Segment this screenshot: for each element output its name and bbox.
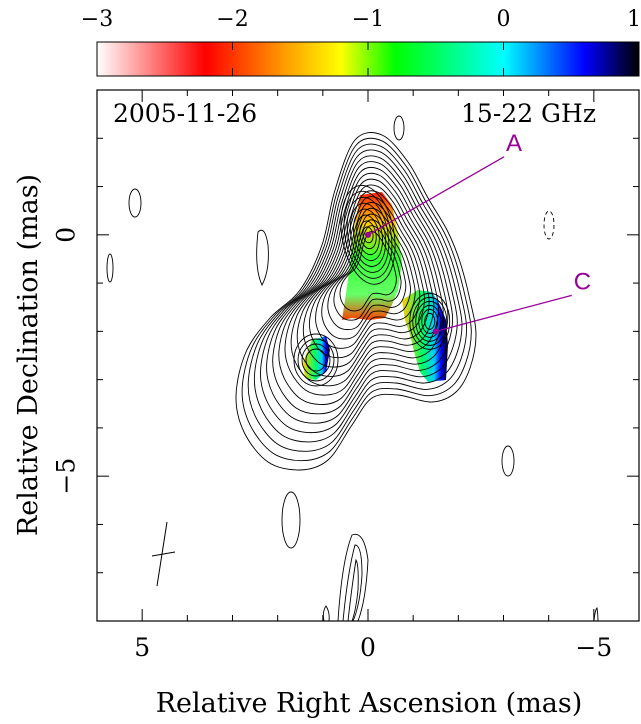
isolated-contour bbox=[281, 491, 301, 549]
contour-level bbox=[266, 161, 454, 424]
contour-level bbox=[308, 202, 421, 359]
component-marker-a bbox=[365, 231, 371, 238]
edge-contour bbox=[593, 607, 599, 621]
contour-level bbox=[315, 207, 416, 349]
contour-level bbox=[346, 196, 390, 273]
isolated-contour bbox=[501, 445, 515, 477]
contour-level bbox=[301, 343, 331, 377]
contour-level bbox=[296, 190, 430, 377]
contour-level bbox=[305, 348, 327, 372]
component-label-c: C bbox=[574, 268, 591, 295]
contour-level bbox=[340, 184, 396, 285]
contour-level bbox=[302, 196, 425, 368]
contour-level bbox=[356, 214, 380, 256]
component-marker-c bbox=[432, 328, 439, 335]
x-axis-label: Relative Right Ascension (mas) bbox=[156, 688, 583, 719]
contour-level bbox=[362, 226, 374, 244]
contour-level bbox=[253, 149, 463, 443]
colorbar-ticks bbox=[96, 42, 640, 76]
contour-level bbox=[343, 190, 393, 279]
contour-lines bbox=[235, 132, 477, 471]
contour-level bbox=[339, 231, 397, 312]
contour-level bbox=[409, 292, 451, 350]
component-annotations bbox=[365, 156, 572, 335]
contour-level bbox=[359, 220, 377, 250]
contour-level bbox=[327, 219, 407, 331]
contour-level bbox=[247, 143, 468, 452]
x-tick-labels: 5 0 −5 bbox=[134, 633, 612, 662]
axis-ticks bbox=[96, 89, 640, 622]
contour-level bbox=[415, 300, 445, 342]
plot-area: 2005-11-26 15-22 GHz bbox=[96, 89, 640, 622]
colorbar-tick-label: −2 bbox=[216, 7, 248, 32]
colorbar: −3 −2 −1 0 1 bbox=[81, 7, 641, 77]
contour-level bbox=[272, 167, 449, 415]
isolated-contour bbox=[393, 115, 405, 141]
contour-level bbox=[260, 155, 458, 434]
contour-level bbox=[293, 333, 339, 387]
jet-tail-contour bbox=[337, 533, 369, 621]
contour-level bbox=[418, 304, 442, 338]
contour-level bbox=[278, 172, 444, 405]
contour-level bbox=[412, 296, 448, 346]
epoch-label: 2005-11-26 bbox=[113, 99, 257, 128]
beam-marker bbox=[151, 521, 176, 587]
contour-level bbox=[235, 132, 477, 471]
y-axis-label: Relative Declination (mas) bbox=[13, 174, 44, 536]
colorbar-tick-labels: −3 −2 −1 0 1 bbox=[81, 7, 641, 32]
colorbar-tick-label: −3 bbox=[81, 7, 113, 32]
jet-tail-contour bbox=[342, 544, 363, 621]
negative-contour bbox=[543, 210, 555, 240]
x-tick-label: −5 bbox=[575, 633, 612, 662]
isolated-contour bbox=[128, 188, 142, 218]
annotation-leader-c bbox=[435, 294, 572, 332]
y-tick-labels: 0 −5 bbox=[52, 227, 81, 495]
isolated-contour bbox=[106, 253, 114, 283]
contour-level bbox=[290, 184, 435, 387]
contour-level bbox=[424, 312, 436, 330]
contour-level bbox=[349, 202, 387, 267]
component-label-a: A bbox=[506, 130, 522, 157]
x-tick-label: 0 bbox=[360, 633, 376, 662]
contour-level bbox=[321, 213, 411, 340]
contour-level bbox=[284, 178, 440, 396]
colorbar-tick-label: −1 bbox=[352, 7, 384, 32]
noise-contours bbox=[106, 90, 599, 621]
y-tick-label: −5 bbox=[52, 458, 81, 495]
colorbar-tick-label: 1 bbox=[627, 7, 641, 32]
contour-level bbox=[297, 338, 335, 382]
contour-level bbox=[353, 208, 383, 261]
colorbar-tick-label: 0 bbox=[497, 7, 511, 32]
jet-tail-contour bbox=[347, 558, 359, 621]
frequency-label: 15-22 GHz bbox=[461, 99, 596, 128]
contour-level bbox=[421, 308, 439, 334]
plot-frame bbox=[96, 89, 640, 622]
isolated-contour bbox=[256, 229, 269, 287]
map-content bbox=[106, 90, 599, 621]
jet-tail-contour bbox=[322, 605, 330, 621]
x-tick-label: 5 bbox=[134, 633, 150, 662]
y-tick-label: 0 bbox=[52, 227, 81, 243]
edge-contour bbox=[588, 90, 595, 91]
annotation-leader-a bbox=[367, 156, 505, 236]
contour-level bbox=[333, 225, 402, 321]
contour-level bbox=[241, 137, 472, 462]
